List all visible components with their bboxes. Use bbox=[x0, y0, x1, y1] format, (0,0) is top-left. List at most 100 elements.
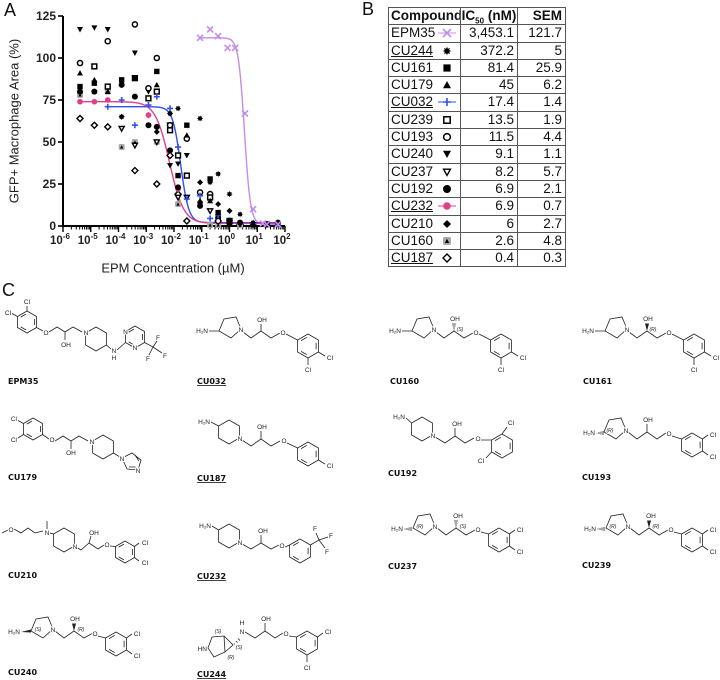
atom-label: Cl bbox=[710, 549, 717, 556]
data-point-marker bbox=[77, 70, 84, 76]
structure-name: CU237 bbox=[388, 562, 417, 571]
compound-name: CU210 bbox=[391, 215, 434, 231]
stereo-label: (S) bbox=[35, 627, 42, 633]
y-tick-label: 25 bbox=[43, 177, 57, 191]
data-point-marker bbox=[154, 68, 160, 75]
structure-name: CU240 bbox=[8, 668, 38, 677]
compound-cell: CU187 bbox=[389, 250, 461, 267]
structure-cu193: H₂N (R) N OH O Cl Cl CU193 bbox=[582, 416, 718, 482]
atom-label: O bbox=[43, 330, 48, 337]
table-header-row: Compound IC50 (nM) SEM bbox=[389, 8, 565, 26]
ic50-value: 9.1 bbox=[461, 146, 518, 163]
atom-label: O bbox=[475, 527, 480, 534]
atom-label: O bbox=[473, 330, 478, 337]
stereo-label: (S) bbox=[457, 327, 464, 333]
sem-value: 6.2 bbox=[543, 77, 562, 93]
data-point-marker bbox=[117, 125, 126, 133]
atom-label: F bbox=[156, 335, 160, 342]
data-point-marker bbox=[443, 81, 451, 89]
legend-marker-icon bbox=[437, 27, 457, 39]
compound-name: CU179 bbox=[391, 77, 434, 93]
structure-epm35: Cl Cl O OH N N H N N F F F EPM35 bbox=[4, 298, 168, 386]
sem-value: 4.8 bbox=[543, 232, 562, 248]
sem-value: 2.1 bbox=[543, 180, 562, 196]
legend-marker-icon bbox=[437, 131, 457, 143]
fit-curve-cu032 bbox=[107, 106, 279, 224]
atom-label: H bbox=[112, 355, 117, 362]
data-point-marker bbox=[145, 112, 152, 118]
y-tick-label: 125 bbox=[36, 9, 56, 23]
sem-value: 25.9 bbox=[535, 59, 562, 75]
compound-cell: EPM35 bbox=[389, 25, 461, 42]
header-compound: Compound bbox=[391, 8, 461, 25]
atom-label: N bbox=[73, 544, 78, 551]
legend-marker-icon bbox=[437, 96, 457, 108]
structure-cu160: H₂N N OH (S) O Cl Cl CU160 bbox=[388, 315, 528, 386]
panel-label-b: B bbox=[362, 0, 375, 19]
header-ic50-unit: (nM) bbox=[484, 8, 517, 23]
data-point-marker bbox=[131, 21, 139, 28]
data-point-marker bbox=[131, 142, 139, 150]
compound-name: CU239 bbox=[391, 111, 434, 127]
data-point-marker bbox=[443, 151, 451, 159]
y-tick-label: 75 bbox=[43, 93, 57, 107]
atom-label: H₂N bbox=[8, 629, 20, 636]
y-tick-label: 100 bbox=[36, 51, 56, 65]
atom-label: Cl bbox=[327, 355, 334, 362]
stereo-label: (R) bbox=[228, 655, 235, 661]
compound-cell: CU239 bbox=[389, 111, 461, 129]
atom-label: OH bbox=[257, 317, 267, 324]
data-point-marker bbox=[183, 153, 190, 159]
ic50-value: 0.4 bbox=[461, 250, 518, 267]
atom-label: N bbox=[120, 456, 125, 463]
atom-label: H₂N bbox=[582, 328, 594, 335]
data-point-marker bbox=[76, 88, 84, 95]
legend-marker-icon bbox=[437, 45, 457, 57]
legend-marker-icon bbox=[437, 235, 457, 247]
compound-cell: CU244 bbox=[389, 42, 461, 59]
atom-label: HN bbox=[198, 646, 208, 653]
data-point-marker bbox=[77, 98, 83, 105]
data-point-marker bbox=[175, 144, 182, 151]
data-point-marker bbox=[167, 147, 174, 154]
compound-cell: CU192 bbox=[389, 180, 461, 198]
data-point-marker bbox=[175, 172, 181, 179]
atom-label: Cl bbox=[478, 458, 485, 465]
data-point-marker bbox=[153, 93, 160, 100]
data-point-marker bbox=[91, 80, 98, 86]
data-point-marker bbox=[196, 115, 204, 122]
atom-label: Cl bbox=[134, 631, 141, 638]
atom-label: O bbox=[668, 527, 673, 534]
table-row: CU237 8.2 5.7 bbox=[389, 163, 565, 181]
ic50-table: Compound IC50 (nM) SEM EPM35 3,453.1 121.7… bbox=[388, 7, 566, 268]
atom-label: O bbox=[281, 438, 286, 445]
compound-cell: CU161 bbox=[389, 59, 461, 77]
atom-label: Cl bbox=[24, 299, 31, 306]
sem-value: 5 bbox=[554, 42, 562, 58]
data-point-marker bbox=[215, 209, 221, 216]
stereo-label: (R) bbox=[607, 428, 614, 434]
ic50-value: 17.4 bbox=[461, 94, 518, 111]
data-point-marker bbox=[197, 192, 204, 199]
structure-cu032: H₂N N OH O Cl Cl CU032 bbox=[195, 316, 335, 386]
sem-value: 1.1 bbox=[543, 146, 562, 162]
atom-label: Cl bbox=[520, 355, 527, 362]
data-point-marker bbox=[104, 97, 111, 103]
sem-value: 1.4 bbox=[543, 94, 562, 110]
data-point-marker bbox=[442, 132, 452, 142]
data-point-marker bbox=[91, 25, 98, 31]
legend-marker-icon bbox=[437, 200, 457, 212]
legend-marker-icon bbox=[437, 218, 457, 230]
stereo-label: (R) bbox=[610, 524, 617, 530]
atom-label: OH bbox=[258, 528, 268, 535]
atom-label: OH bbox=[450, 316, 460, 323]
compound-cell: CU193 bbox=[389, 129, 461, 146]
atom-label: Cl bbox=[710, 454, 717, 461]
data-point-marker bbox=[130, 166, 139, 175]
data-point-marker bbox=[241, 109, 249, 118]
stereo-label: (S) bbox=[215, 629, 222, 635]
data-point-marker bbox=[263, 220, 271, 228]
atom-label: N bbox=[238, 436, 243, 443]
compound-cell: CU237 bbox=[389, 163, 461, 180]
sem-value: 4.4 bbox=[543, 129, 562, 145]
